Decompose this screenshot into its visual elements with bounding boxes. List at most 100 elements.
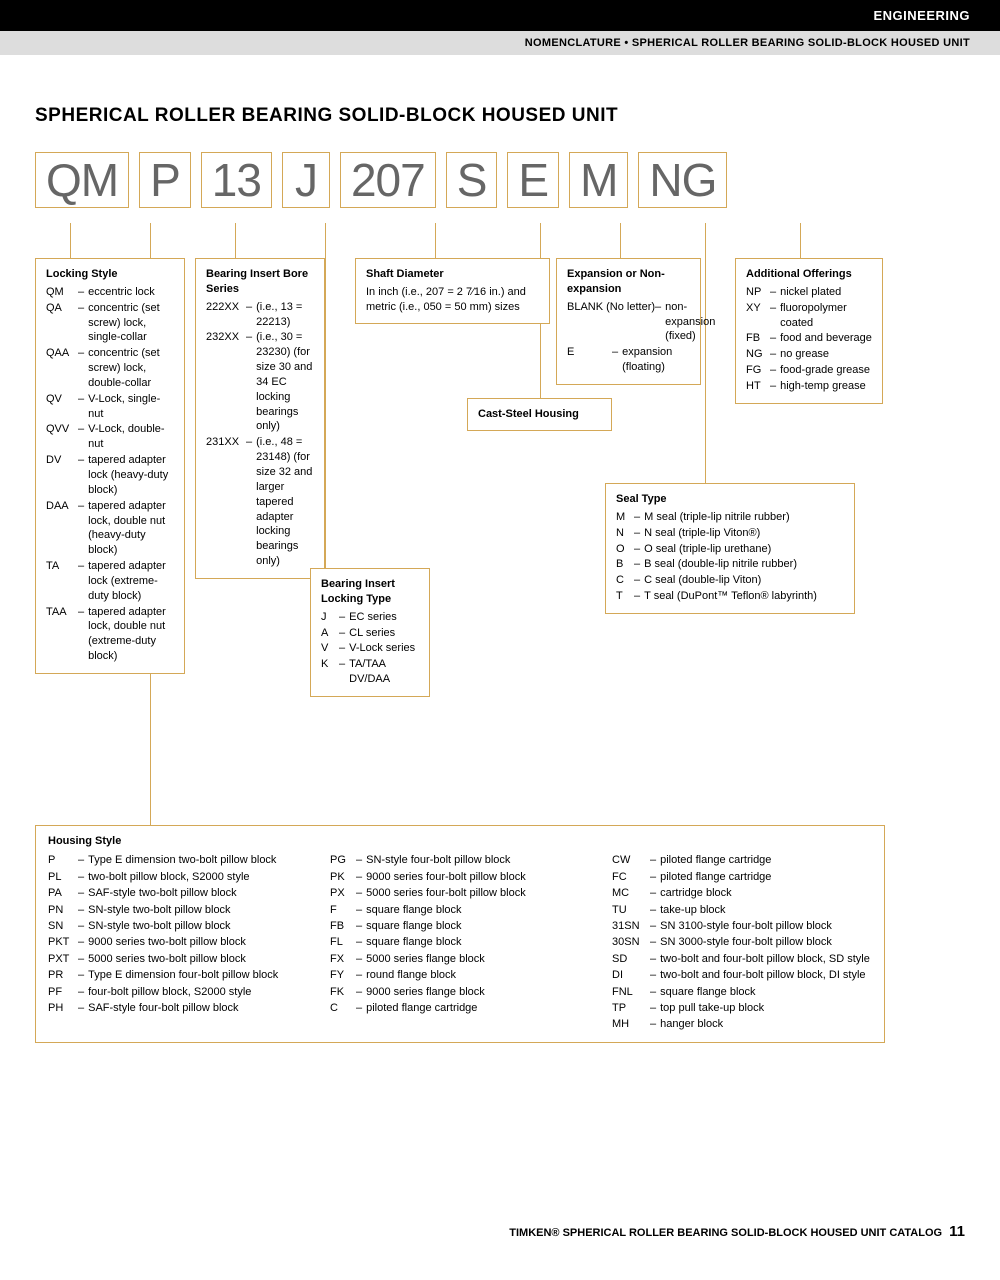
shaft-diameter-box: Shaft Diameter In inch (i.e., 207 = 2 7⁄… — [355, 258, 550, 324]
option-code: TAA — [46, 605, 78, 664]
option-row: FG–food-grade grease — [746, 363, 872, 378]
option-code: DV — [46, 453, 78, 498]
option-row: C–piloted flange cartridge — [330, 1001, 590, 1016]
option-text: piloted flange cartridge — [660, 870, 771, 885]
option-code: V — [321, 641, 339, 656]
option-code: PKT — [48, 935, 78, 950]
option-row: DAA–tapered adapter lock, double nut (he… — [46, 499, 174, 558]
option-code: PH — [48, 1001, 78, 1016]
option-row: 232XX–(i.e., 30 = 23230) (for size 30 an… — [206, 330, 314, 434]
option-code: C — [616, 573, 634, 588]
option-text: SN 3100-style four-bolt pillow block — [660, 919, 832, 934]
option-row: SN–SN-style two-bolt pillow block — [48, 919, 308, 934]
section-title: Additional Offerings — [746, 267, 872, 282]
option-code: J — [321, 610, 339, 625]
option-text: piloted flange cartridge — [660, 853, 771, 868]
option-text: square flange block — [366, 919, 461, 934]
option-code: PXT — [48, 952, 78, 967]
option-code: DAA — [46, 499, 78, 558]
option-row: M–M seal (triple-lip nitrile rubber) — [616, 510, 844, 525]
option-text: two-bolt and four-bolt pillow block, SD … — [660, 952, 870, 967]
option-row: E – expansion (floating) — [567, 345, 690, 375]
option-text: 9000 series two-bolt pillow block — [88, 935, 246, 950]
option-text: square flange block — [366, 903, 461, 918]
expansion-box: Expansion or Non-expansion BLANK (No let… — [556, 258, 701, 385]
option-text: C seal (double-lip Viton) — [644, 573, 761, 588]
option-code: K — [321, 657, 339, 687]
option-text: two-bolt pillow block, S2000 style — [88, 870, 249, 885]
page-number: 11 — [949, 1223, 965, 1240]
option-code: N — [616, 526, 634, 541]
option-code: MC — [612, 886, 650, 901]
option-text: 5000 series flange block — [366, 952, 485, 967]
option-text: two-bolt and four-bolt pillow block, DI … — [660, 968, 865, 983]
option-text: concentric (set screw) lock, double-coll… — [88, 346, 174, 391]
option-code: FB — [746, 331, 770, 346]
option-row: QAA–concentric (set screw) lock, double-… — [46, 346, 174, 391]
option-row: QM–eccentric lock — [46, 285, 174, 300]
option-code: FY — [330, 968, 356, 983]
option-text: nickel plated — [780, 285, 841, 300]
option-code: NG — [746, 347, 770, 362]
option-code: B — [616, 557, 634, 572]
option-text: SN-style two-bolt pillow block — [88, 919, 230, 934]
option-code: TP — [612, 1001, 650, 1016]
option-text: CL series — [349, 626, 395, 641]
option-row: J–EC series — [321, 610, 419, 625]
option-row: PXT–5000 series two-bolt pillow block — [48, 952, 308, 967]
option-code: PL — [48, 870, 78, 885]
option-text: V-Lock series — [349, 641, 415, 656]
section-title: Seal Type — [616, 492, 844, 507]
option-code: E — [567, 345, 612, 375]
option-row: C–C seal (double-lip Viton) — [616, 573, 844, 588]
option-text: concentric (set screw) lock, single-coll… — [88, 301, 174, 346]
option-row: FNL–square flange block — [612, 985, 872, 1000]
option-code: MH — [612, 1017, 650, 1032]
option-code: PN — [48, 903, 78, 918]
option-text: SN-style two-bolt pillow block — [88, 903, 230, 918]
option-row: NP–nickel plated — [746, 285, 872, 300]
option-row: QV–V-Lock, single-nut — [46, 392, 174, 422]
header-category: ENGINEERING — [0, 0, 1000, 31]
section-title: Expansion or Non-expansion — [567, 267, 690, 297]
option-row: K–TA/TAA DV/DAA — [321, 657, 419, 687]
option-text: (i.e., 13 = 22213) — [256, 300, 314, 330]
connector-line — [70, 223, 71, 258]
option-row: A–CL series — [321, 626, 419, 641]
option-text: tapered adapter lock (extreme-duty block… — [88, 559, 174, 604]
option-text: top pull take-up block — [660, 1001, 764, 1016]
option-row: PG–SN-style four-bolt pillow block — [330, 853, 590, 868]
option-code: PX — [330, 886, 356, 901]
connector-line — [325, 223, 326, 568]
connector-line — [800, 223, 801, 258]
option-row: PKT–9000 series two-bolt pillow block — [48, 935, 308, 950]
option-row: DI–two-bolt and four-bolt pillow block, … — [612, 968, 872, 983]
connector-line — [620, 223, 621, 258]
option-code: QAA — [46, 346, 78, 391]
option-text: SAF-style four-bolt pillow block — [88, 1001, 238, 1016]
code-segment: QM — [35, 152, 129, 208]
option-row: QVV–V-Lock, double-nut — [46, 422, 174, 452]
option-code: FB — [330, 919, 356, 934]
option-code: SD — [612, 952, 650, 967]
option-text: (i.e., 48 = 23148) (for size 32 and larg… — [256, 435, 314, 569]
code-segment: NG — [638, 152, 727, 208]
header-breadcrumb: NOMENCLATURE • SPHERICAL ROLLER BEARING … — [0, 31, 1000, 55]
option-code: 231XX — [206, 435, 246, 569]
section-title: Locking Style — [46, 267, 174, 282]
option-code: M — [616, 510, 634, 525]
option-row: HT–high-temp grease — [746, 379, 872, 394]
option-code: FC — [612, 870, 650, 885]
option-row: 231XX–(i.e., 48 = 23148) (for size 32 an… — [206, 435, 314, 569]
option-code: A — [321, 626, 339, 641]
option-text: round flange block — [366, 968, 456, 983]
footer-text: TIMKEN® SPHERICAL ROLLER BEARING SOLID-B… — [509, 1227, 942, 1239]
option-code: T — [616, 589, 634, 604]
description-area: Locking Style QM–eccentric lockQA–concen… — [35, 223, 965, 873]
option-row: TP–top pull take-up block — [612, 1001, 872, 1016]
option-text: EC series — [349, 610, 397, 625]
option-code: 222XX — [206, 300, 246, 330]
option-row: B–B seal (double-lip nitrile rubber) — [616, 557, 844, 572]
option-code: PA — [48, 886, 78, 901]
code-segment: 207 — [340, 152, 436, 208]
